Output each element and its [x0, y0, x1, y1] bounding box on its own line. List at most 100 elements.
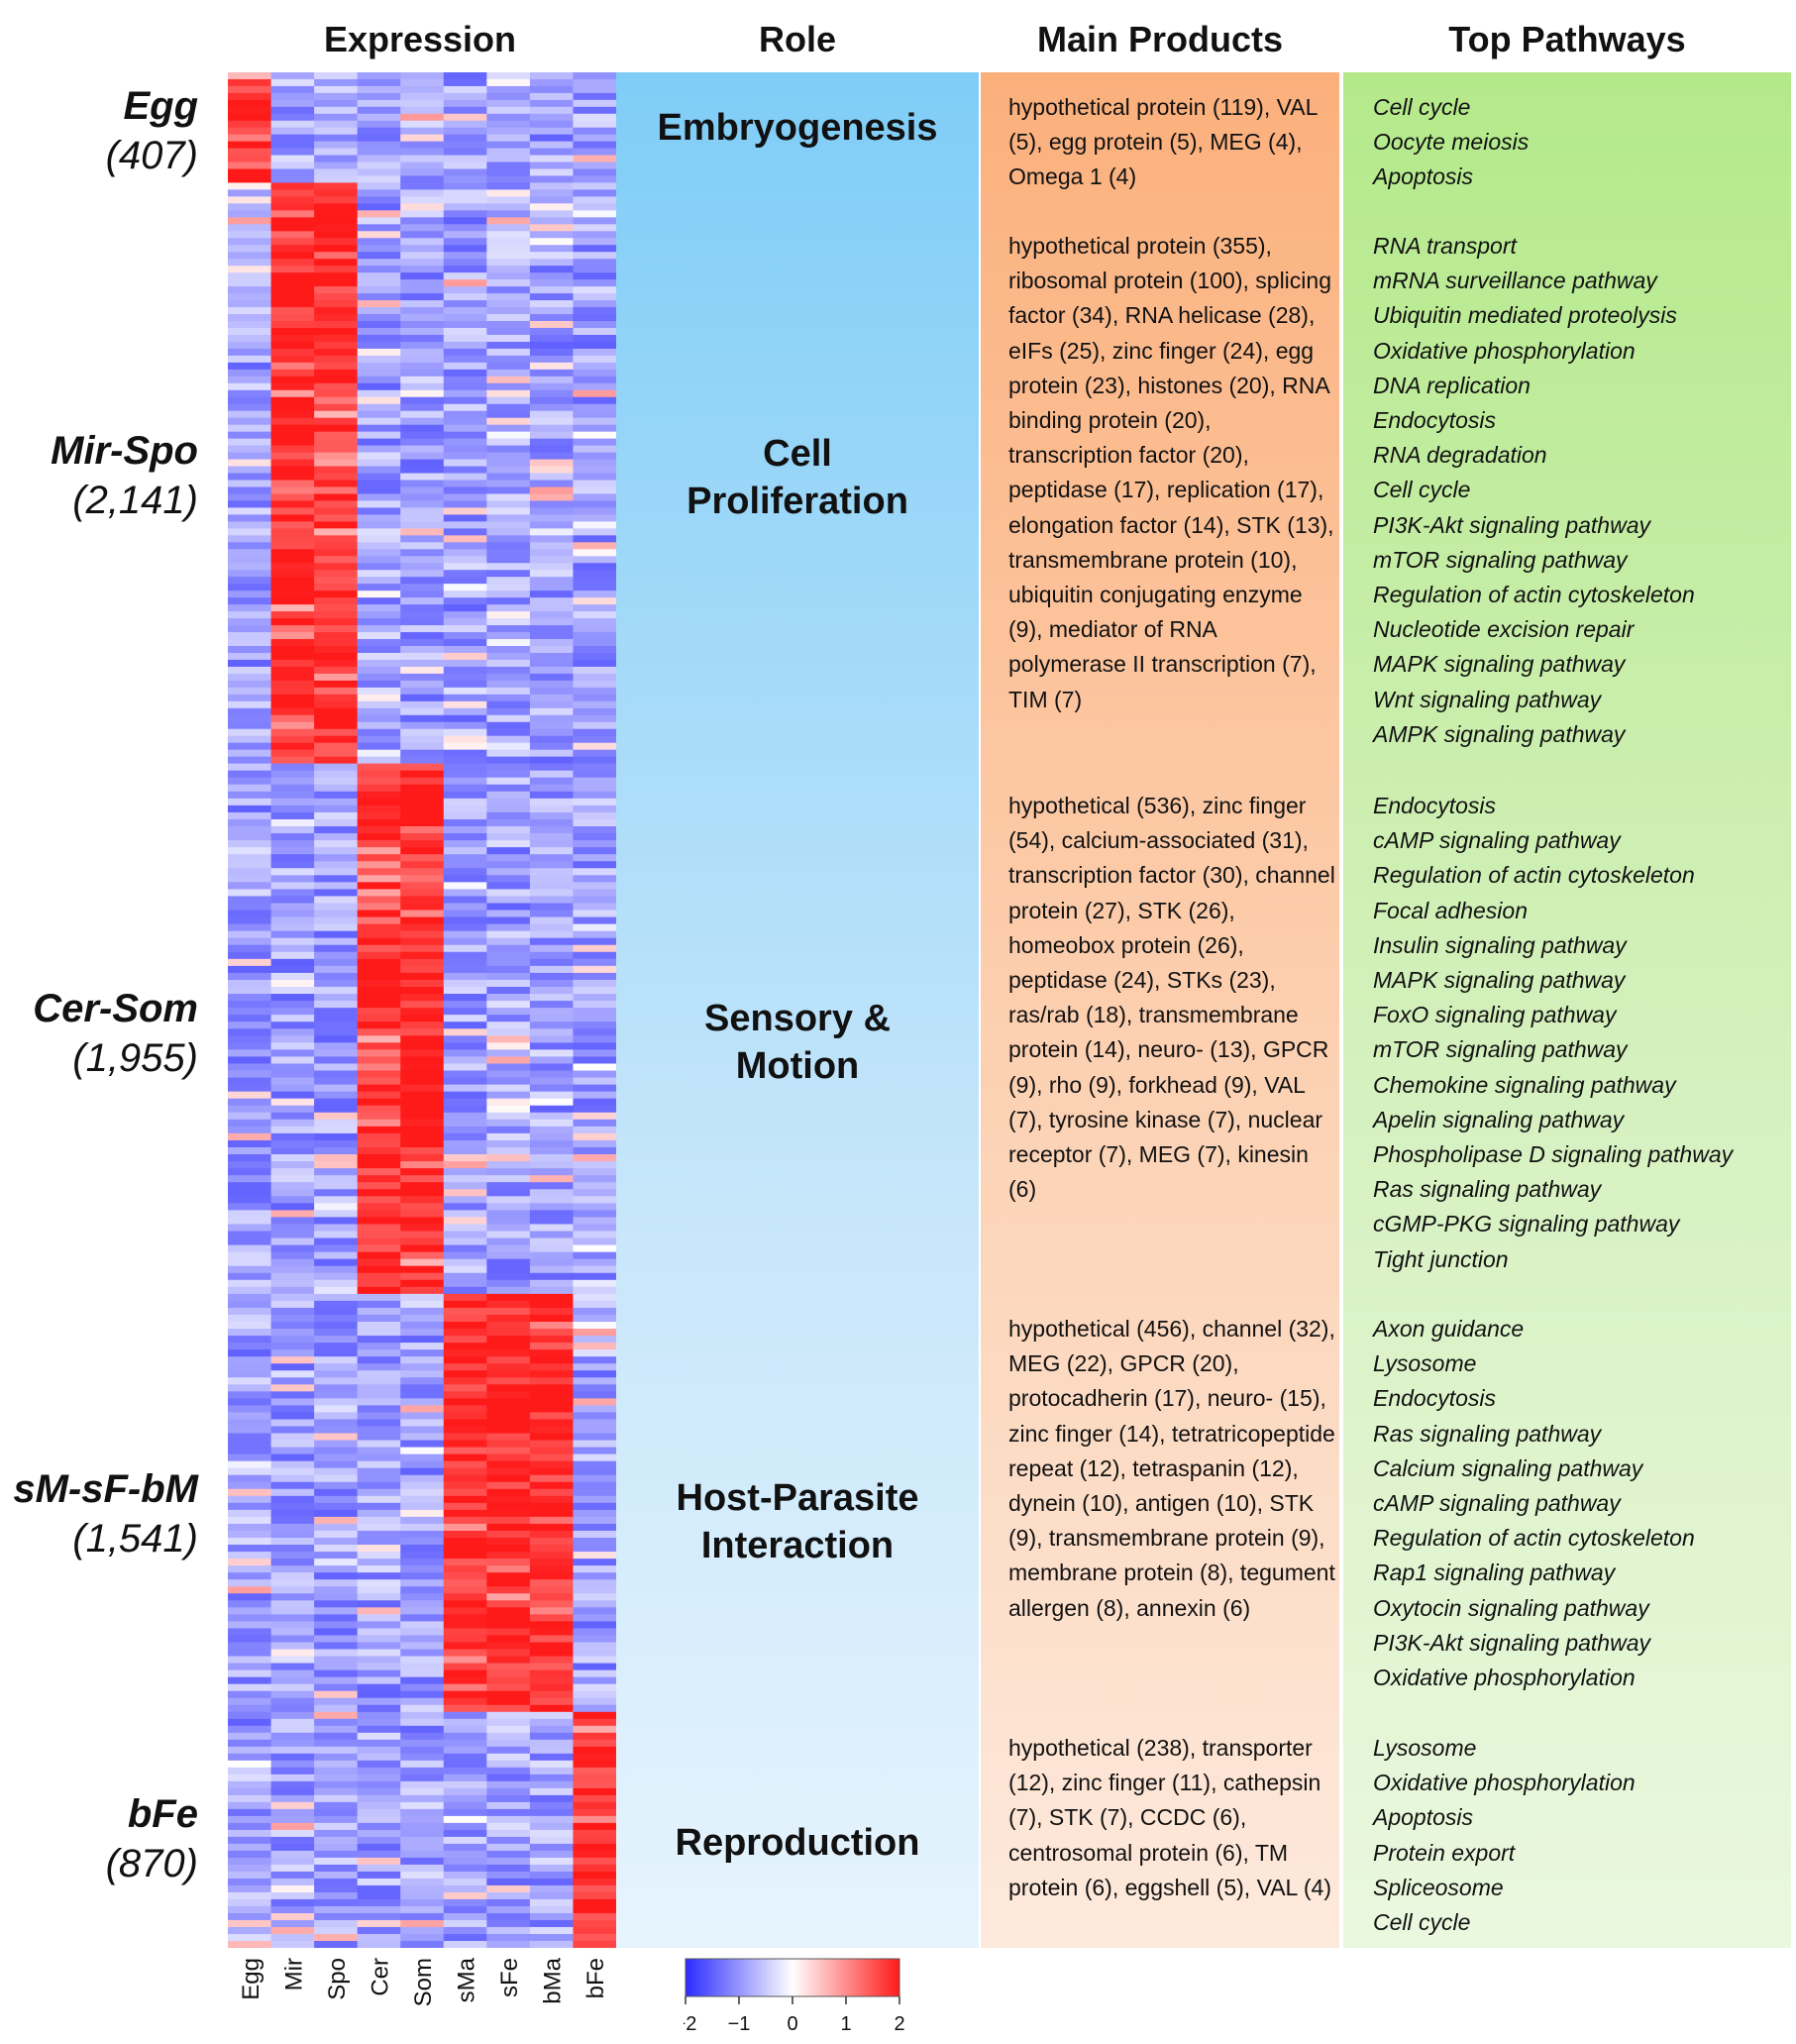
heatmap-cell [357, 1063, 401, 1072]
heatmap-cell [400, 1850, 445, 1859]
heatmap-cell [573, 252, 616, 260]
heatmap-cell [443, 473, 487, 482]
heatmap-cell [357, 1718, 401, 1727]
heatmap-cell [529, 735, 575, 744]
heatmap-cell [443, 979, 487, 988]
heatmap-cell [486, 78, 531, 87]
heatmap-cell [529, 1586, 575, 1594]
heatmap-cell [270, 1836, 315, 1845]
heatmap-cell [228, 231, 272, 239]
heatmap-cell [573, 1933, 616, 1942]
heatmap-cell [400, 1063, 445, 1072]
heatmap-cell [443, 604, 487, 612]
heatmap-cell [400, 1905, 445, 1914]
heatmap-cell [486, 148, 531, 157]
heatmap-cell [529, 791, 575, 800]
heatmap-cell [314, 1154, 359, 1162]
heatmap-cell [357, 99, 401, 108]
heatmap-cell [314, 1210, 359, 1219]
pathway-item: Apoptosis [1373, 1804, 1474, 1831]
heatmap-cell [357, 1940, 401, 1948]
heatmap-cell [357, 355, 401, 364]
heatmap-cell [228, 424, 272, 433]
heatmap-cell [228, 1314, 272, 1323]
heatmap-cell [400, 410, 445, 419]
heatmap-cell [314, 210, 359, 218]
heatmap-cell [529, 1523, 575, 1532]
heatmap-cell [270, 1161, 315, 1169]
heatmap-cell [400, 979, 445, 988]
heatmap-cell [573, 694, 616, 702]
heatmap-cell [400, 189, 445, 197]
heatmap-cell [314, 175, 359, 184]
heatmap-cell [314, 1258, 359, 1267]
heatmap-cell [400, 604, 445, 612]
heatmap-cell [573, 811, 616, 820]
pathway-item: Lysosome [1373, 1735, 1477, 1761]
heatmap-cell [529, 272, 575, 280]
heatmap-cell [529, 923, 575, 932]
heatmap-cell [486, 1356, 531, 1364]
heatmap-cell [573, 1077, 616, 1086]
heatmap-cell [228, 542, 272, 550]
heatmap-cell [573, 923, 616, 932]
heatmap-cell [443, 1056, 487, 1065]
heatmap-cell [573, 272, 616, 280]
heatmap-cell [270, 923, 315, 932]
heatmap-cell [314, 1042, 359, 1050]
heatmap-cell [573, 1579, 616, 1587]
heatmap-cell [443, 618, 487, 626]
heatmap-cell [529, 1119, 575, 1128]
heatmap-cell [357, 286, 401, 294]
heatmap-cell [400, 307, 445, 315]
heatmap-cell [357, 1871, 401, 1880]
heatmap-cell [486, 1293, 531, 1302]
heatmap-cell [443, 1940, 487, 1948]
heatmap-cell [357, 1642, 401, 1651]
heatmap-cell [573, 611, 616, 619]
heatmap-cell [270, 1933, 315, 1942]
heatmap-cell [486, 604, 531, 612]
heatmap-cell [443, 923, 487, 932]
heatmap-cell [314, 1391, 359, 1399]
heatmap-cell [443, 1210, 487, 1219]
heatmap-cell [529, 1711, 575, 1720]
pathway-item: mTOR signaling pathway [1373, 1036, 1628, 1063]
heatmap-cell [573, 445, 616, 454]
cluster-name: Egg [123, 84, 198, 128]
cluster-label-bfe: bFe (870) [0, 1789, 198, 1888]
heatmap-cell [228, 652, 272, 661]
heatmap-cell [443, 1593, 487, 1601]
heatmap-cell [529, 334, 575, 343]
heatmap-cell [443, 1440, 487, 1449]
heatmap-cell [400, 910, 445, 918]
heatmap-cell [228, 72, 272, 80]
heatmap-cell [228, 1258, 272, 1267]
heatmap-cell [529, 1391, 575, 1399]
pathway-item: Axon guidance [1373, 1316, 1525, 1342]
heatmap-cell [314, 1405, 359, 1414]
heatmap-cell [443, 756, 487, 765]
heatmap-cell [486, 687, 531, 696]
heatmap-cell [486, 1565, 531, 1573]
heatmap-cell [529, 1168, 575, 1176]
heatmap-cell [573, 994, 616, 1002]
heatmap-cell [314, 452, 359, 461]
heatmap-cell [529, 459, 575, 468]
heatmap-cell [573, 958, 616, 967]
heatmap-cell [314, 1711, 359, 1720]
heatmap-cell [400, 452, 445, 461]
heatmap-cell [529, 355, 575, 364]
heatmap-cell [443, 805, 487, 813]
heatmap-cell [314, 749, 359, 758]
heatmap-cell [228, 937, 272, 946]
heatmap-cell [573, 1384, 616, 1392]
heatmap-cell [573, 1649, 616, 1658]
color-key-gradient [685, 1958, 900, 1997]
heatmap-cell [573, 972, 616, 981]
heatmap-cell [486, 196, 531, 204]
heatmap-cell [486, 92, 531, 101]
heatmap-cell [573, 1154, 616, 1162]
heatmap-cell [573, 1628, 616, 1637]
heatmap-cell [357, 293, 401, 301]
